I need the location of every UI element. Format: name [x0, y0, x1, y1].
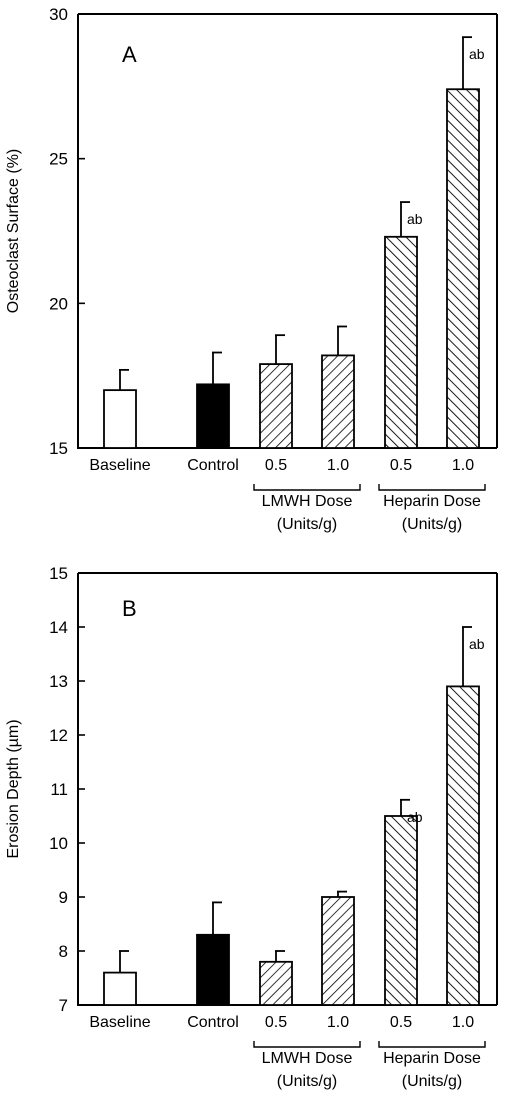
- panel-label: B: [122, 596, 137, 621]
- y-tick-label: 11: [50, 780, 68, 799]
- bar: [196, 933, 230, 1006]
- group-label-line1: LMWH Dose: [262, 493, 353, 510]
- y-tick-label: 13: [49, 672, 68, 691]
- bar: [321, 354, 355, 449]
- y-tick-label: 25: [49, 150, 68, 169]
- group-bracket: [253, 484, 361, 491]
- significance-label: ab: [469, 636, 485, 652]
- bar: [446, 685, 480, 1006]
- group-bracket: [253, 1041, 361, 1048]
- group-label-line1: Heparin Dose: [383, 493, 481, 510]
- significance-label: ab: [407, 211, 423, 227]
- bar: [384, 235, 418, 449]
- x-tick-label: 0.5: [390, 457, 412, 474]
- significance-label: ab: [469, 46, 485, 62]
- y-tick-label: 9: [59, 888, 68, 907]
- group-label-line2: (Units/g): [402, 516, 462, 533]
- bar: [103, 389, 137, 449]
- bar: [103, 971, 137, 1006]
- x-tick-label: 1.0: [327, 1014, 349, 1031]
- axis-frame: [77, 573, 497, 1006]
- y-tick-label: 20: [49, 294, 68, 313]
- bar: [321, 896, 355, 1006]
- x-tick-label: 1.0: [327, 457, 349, 474]
- x-tick-label: Control: [187, 457, 239, 474]
- x-tick-label: 1.0: [452, 457, 474, 474]
- bar: [259, 960, 293, 1006]
- group-bracket: [378, 484, 486, 491]
- x-tick-label: 0.5: [265, 1014, 287, 1031]
- x-tick-label: 1.0: [452, 1014, 474, 1031]
- y-tick-label: 10: [49, 834, 68, 853]
- group-label-line2: (Units/g): [277, 1073, 337, 1090]
- x-tick-label: 0.5: [265, 457, 287, 474]
- y-tick-label: 15: [49, 439, 68, 458]
- bar: [446, 88, 480, 449]
- y-tick-label: 15: [49, 564, 68, 583]
- group-label-line2: (Units/g): [402, 1073, 462, 1090]
- y-tick-label: 7: [59, 996, 68, 1015]
- group-label-line1: Heparin Dose: [383, 1050, 481, 1067]
- x-tick-label: Baseline: [89, 457, 150, 474]
- y-tick-label: 8: [59, 942, 68, 961]
- x-tick-label: 0.5: [390, 1014, 412, 1031]
- y-tick-label: 12: [49, 726, 68, 745]
- group-label-line1: LMWH Dose: [262, 1050, 353, 1067]
- x-tick-label: Control: [187, 1014, 239, 1031]
- y-axis-label: Erosion Depth (µm): [5, 719, 22, 858]
- y-tick-label: 14: [49, 618, 68, 637]
- group-label-line2: (Units/g): [277, 516, 337, 533]
- chart-panel-b: 7 8 9 10 11 12 13 14 15 Erosion Depth (µm) B Baseli…: [5, 564, 498, 1090]
- group-bracket: [378, 1041, 486, 1048]
- significance-label: ab: [407, 809, 423, 825]
- chart-panel-a: 15 20 25 30 Osteoclast Surface (%) A Baseline C…: [5, 5, 498, 533]
- panel-label: A: [122, 42, 137, 67]
- bar: [384, 815, 418, 1006]
- bar: [196, 383, 230, 449]
- y-axis-label: Osteoclast Surface (%): [5, 149, 22, 314]
- y-tick-label: 30: [49, 5, 68, 24]
- x-tick-label: Baseline: [89, 1014, 150, 1031]
- bar: [259, 363, 293, 449]
